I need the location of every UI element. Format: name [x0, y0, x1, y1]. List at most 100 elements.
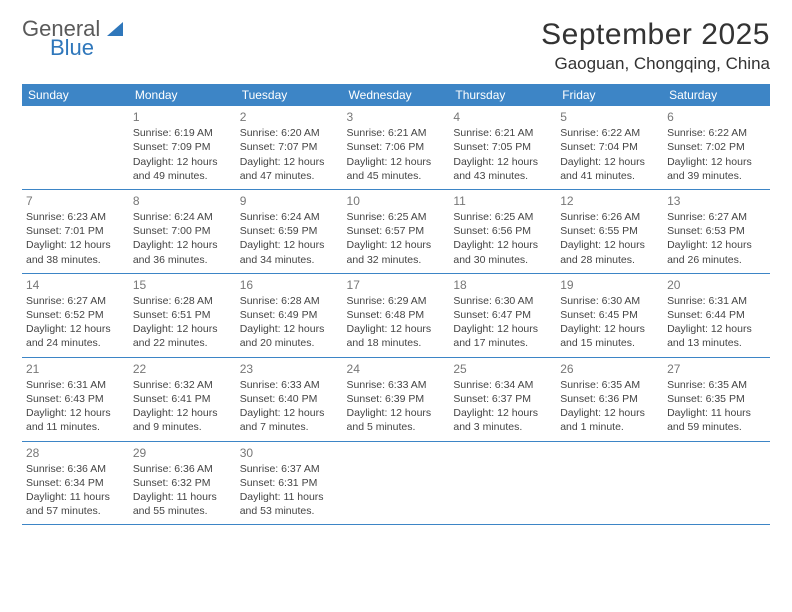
calendar-day-cell: 26Sunrise: 6:35 AMSunset: 6:36 PMDayligh…: [556, 357, 663, 441]
sunset-text: Sunset: 6:36 PM: [560, 392, 659, 406]
calendar-week-row: 28Sunrise: 6:36 AMSunset: 6:34 PMDayligh…: [22, 441, 770, 525]
sunrise-text: Sunrise: 6:21 AM: [453, 126, 552, 140]
daylight-text: Daylight: 12 hours: [347, 322, 446, 336]
sunrise-text: Sunrise: 6:21 AM: [347, 126, 446, 140]
daylight-text: Daylight: 11 hours: [667, 406, 766, 420]
sunset-text: Sunset: 6:40 PM: [240, 392, 339, 406]
calendar-week-row: 21Sunrise: 6:31 AMSunset: 6:43 PMDayligh…: [22, 357, 770, 441]
daylight-text: and 38 minutes.: [26, 253, 125, 267]
daylight-text: and 13 minutes.: [667, 336, 766, 350]
day-number: 3: [347, 109, 446, 125]
daylight-text: and 45 minutes.: [347, 169, 446, 183]
calendar-day-cell: 30Sunrise: 6:37 AMSunset: 6:31 PMDayligh…: [236, 441, 343, 525]
month-title: September 2025: [541, 18, 770, 52]
calendar-table: SundayMondayTuesdayWednesdayThursdayFrid…: [22, 84, 770, 525]
sunrise-text: Sunrise: 6:22 AM: [560, 126, 659, 140]
sunset-text: Sunset: 6:39 PM: [347, 392, 446, 406]
sunrise-text: Sunrise: 6:31 AM: [26, 378, 125, 392]
day-number: 7: [26, 193, 125, 209]
daylight-text: and 11 minutes.: [26, 420, 125, 434]
sunrise-text: Sunrise: 6:27 AM: [26, 294, 125, 308]
sunset-text: Sunset: 6:57 PM: [347, 224, 446, 238]
daylight-text: and 5 minutes.: [347, 420, 446, 434]
sunset-text: Sunset: 6:44 PM: [667, 308, 766, 322]
day-number: 5: [560, 109, 659, 125]
sunrise-text: Sunrise: 6:36 AM: [26, 462, 125, 476]
calendar-day-cell: 4Sunrise: 6:21 AMSunset: 7:05 PMDaylight…: [449, 106, 556, 189]
sunset-text: Sunset: 7:05 PM: [453, 140, 552, 154]
day-header: Saturday: [663, 84, 770, 106]
calendar-head: SundayMondayTuesdayWednesdayThursdayFrid…: [22, 84, 770, 106]
calendar-day-cell: 22Sunrise: 6:32 AMSunset: 6:41 PMDayligh…: [129, 357, 236, 441]
sunrise-text: Sunrise: 6:28 AM: [240, 294, 339, 308]
calendar-day-cell: 21Sunrise: 6:31 AMSunset: 6:43 PMDayligh…: [22, 357, 129, 441]
daylight-text: Daylight: 12 hours: [667, 322, 766, 336]
calendar-body: 1Sunrise: 6:19 AMSunset: 7:09 PMDaylight…: [22, 106, 770, 525]
sunrise-text: Sunrise: 6:33 AM: [347, 378, 446, 392]
day-number: 8: [133, 193, 232, 209]
day-number: 14: [26, 277, 125, 293]
day-number: 29: [133, 445, 232, 461]
sunset-text: Sunset: 6:41 PM: [133, 392, 232, 406]
calendar-day-cell: 19Sunrise: 6:30 AMSunset: 6:45 PMDayligh…: [556, 273, 663, 357]
day-number: 21: [26, 361, 125, 377]
day-number: 11: [453, 193, 552, 209]
sunrise-text: Sunrise: 6:27 AM: [667, 210, 766, 224]
sunrise-text: Sunrise: 6:37 AM: [240, 462, 339, 476]
daylight-text: Daylight: 12 hours: [560, 238, 659, 252]
day-header: Sunday: [22, 84, 129, 106]
daylight-text: Daylight: 12 hours: [453, 322, 552, 336]
calendar-day-cell: 17Sunrise: 6:29 AMSunset: 6:48 PMDayligh…: [343, 273, 450, 357]
daylight-text: Daylight: 11 hours: [240, 490, 339, 504]
sunset-text: Sunset: 6:32 PM: [133, 476, 232, 490]
calendar-day-cell: 28Sunrise: 6:36 AMSunset: 6:34 PMDayligh…: [22, 441, 129, 525]
sunset-text: Sunset: 7:00 PM: [133, 224, 232, 238]
daylight-text: Daylight: 12 hours: [667, 238, 766, 252]
day-number: 9: [240, 193, 339, 209]
daylight-text: and 59 minutes.: [667, 420, 766, 434]
daylight-text: and 43 minutes.: [453, 169, 552, 183]
daylight-text: Daylight: 11 hours: [133, 490, 232, 504]
daylight-text: Daylight: 12 hours: [347, 238, 446, 252]
daylight-text: and 1 minute.: [560, 420, 659, 434]
daylight-text: Daylight: 12 hours: [453, 155, 552, 169]
sunrise-text: Sunrise: 6:29 AM: [347, 294, 446, 308]
day-header: Thursday: [449, 84, 556, 106]
sunset-text: Sunset: 6:52 PM: [26, 308, 125, 322]
calendar-day-cell: 3Sunrise: 6:21 AMSunset: 7:06 PMDaylight…: [343, 106, 450, 189]
sunrise-text: Sunrise: 6:22 AM: [667, 126, 766, 140]
brand-triangle-icon: [107, 22, 123, 36]
daylight-text: and 34 minutes.: [240, 253, 339, 267]
calendar-day-cell: 20Sunrise: 6:31 AMSunset: 6:44 PMDayligh…: [663, 273, 770, 357]
calendar-day-cell: 9Sunrise: 6:24 AMSunset: 6:59 PMDaylight…: [236, 189, 343, 273]
title-block: September 2025 Gaoguan, Chongqing, China: [541, 18, 770, 74]
sunset-text: Sunset: 6:37 PM: [453, 392, 552, 406]
calendar-day-cell: 13Sunrise: 6:27 AMSunset: 6:53 PMDayligh…: [663, 189, 770, 273]
sunrise-text: Sunrise: 6:36 AM: [133, 462, 232, 476]
daylight-text: and 3 minutes.: [453, 420, 552, 434]
daylight-text: and 32 minutes.: [347, 253, 446, 267]
sunset-text: Sunset: 6:35 PM: [667, 392, 766, 406]
calendar-day-cell: 15Sunrise: 6:28 AMSunset: 6:51 PMDayligh…: [129, 273, 236, 357]
day-number: 26: [560, 361, 659, 377]
sunrise-text: Sunrise: 6:30 AM: [453, 294, 552, 308]
sunrise-text: Sunrise: 6:35 AM: [560, 378, 659, 392]
daylight-text: and 55 minutes.: [133, 504, 232, 518]
sunset-text: Sunset: 7:04 PM: [560, 140, 659, 154]
daylight-text: Daylight: 12 hours: [26, 238, 125, 252]
daylight-text: Daylight: 12 hours: [133, 155, 232, 169]
sunset-text: Sunset: 6:55 PM: [560, 224, 659, 238]
sunrise-text: Sunrise: 6:26 AM: [560, 210, 659, 224]
daylight-text: Daylight: 12 hours: [240, 155, 339, 169]
calendar-day-cell: 8Sunrise: 6:24 AMSunset: 7:00 PMDaylight…: [129, 189, 236, 273]
calendar-empty-cell: [663, 441, 770, 525]
day-number: 10: [347, 193, 446, 209]
sunset-text: Sunset: 6:34 PM: [26, 476, 125, 490]
sunset-text: Sunset: 7:09 PM: [133, 140, 232, 154]
sunset-text: Sunset: 6:59 PM: [240, 224, 339, 238]
daylight-text: Daylight: 12 hours: [453, 406, 552, 420]
sunset-text: Sunset: 6:47 PM: [453, 308, 552, 322]
day-header: Tuesday: [236, 84, 343, 106]
daylight-text: Daylight: 12 hours: [240, 322, 339, 336]
sunset-text: Sunset: 6:48 PM: [347, 308, 446, 322]
